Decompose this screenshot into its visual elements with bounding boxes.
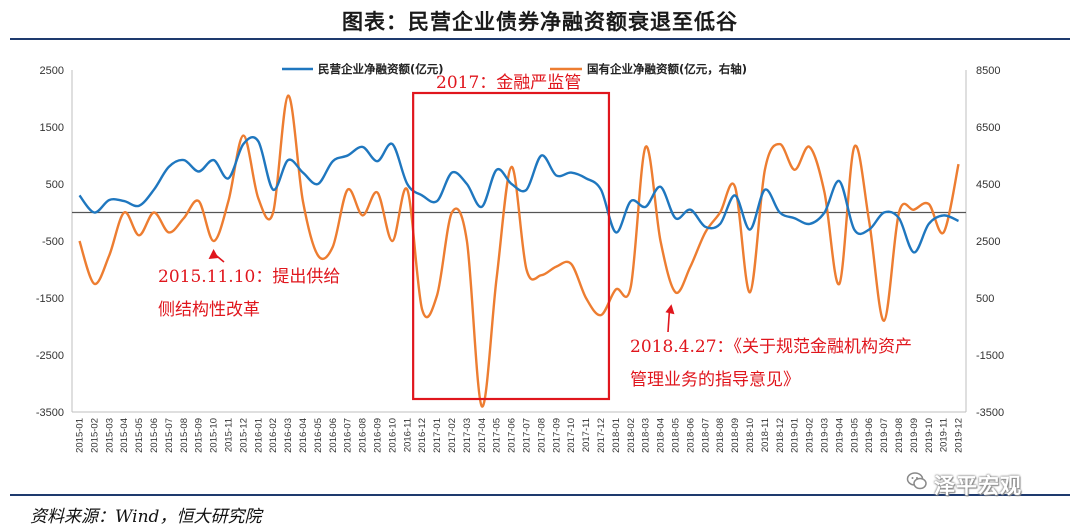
x-tick-label: 2015-05 (134, 418, 145, 453)
x-tick-label: 2015-01 (74, 418, 85, 453)
highlight-box-2017 (412, 91, 611, 401)
x-tick-label: 2017-12 (596, 418, 607, 453)
x-tick-label: 2016-02 (268, 418, 279, 453)
wechat-icon (906, 472, 927, 490)
annotation-2015-line2: 侧结构性改革 (158, 300, 260, 320)
x-tick-label: 2018-09 (730, 418, 741, 453)
x-tick-label: 2016-10 (387, 418, 398, 453)
x-tick-label: 2019-01 (790, 418, 801, 453)
x-tick-label: 2016-09 (372, 418, 383, 453)
watermark: 泽平宏观 (934, 473, 1022, 498)
y-right-tick-label: 500 (976, 293, 994, 305)
x-tick-label: 2019-05 (849, 418, 860, 453)
x-tick-label: 2015-03 (104, 418, 115, 453)
x-tick-label: 2016-12 (417, 418, 428, 453)
x-tick-label: 2019-02 (805, 418, 816, 453)
x-tick-label: 2017-03 (462, 418, 473, 453)
x-tick-label: 2017-06 (507, 418, 518, 453)
x-tick-label: 2017-11 (581, 418, 592, 452)
x-tick-label: 2016-04 (298, 418, 309, 453)
y-right-tick-label: 4500 (976, 179, 1000, 191)
x-tick-label: 2019-07 (879, 418, 890, 453)
x-tick-label: 2017-04 (477, 418, 488, 453)
x-tick-label: 2015-09 (194, 418, 205, 453)
x-tick-label: 2018-11 (760, 418, 771, 452)
x-tick-label: 2019-08 (894, 418, 905, 453)
arrow-head-2018 (665, 304, 675, 315)
series-line-state (78, 94, 960, 408)
chart-title: 图表：民营企业债券净融资额衰退至低谷 (342, 9, 738, 34)
x-tick-label: 2019-04 (834, 418, 845, 453)
x-tick-label: 2015-02 (89, 418, 100, 453)
x-tick-label: 2017-01 (432, 418, 443, 453)
series-line-private (78, 136, 959, 254)
y-left-tick-label: 2500 (40, 65, 64, 77)
annotation-2018-line2: 管理业务的指导意见》 (630, 370, 800, 390)
x-tick-label: 2019-10 (924, 418, 935, 453)
x-tick-label: 2016-11 (402, 418, 413, 452)
x-tick-label: 2018-01 (611, 418, 622, 453)
x-tick-label: 2017-10 (566, 418, 577, 453)
title-rule (10, 38, 1070, 40)
x-tick-label: 2019-11 (939, 418, 950, 452)
x-tick-label: 2016-01 (253, 418, 264, 453)
x-tick-label: 2015-11 (223, 418, 234, 452)
x-tick-label: 2016-07 (343, 418, 354, 453)
x-tick-label: 2018-08 (715, 418, 726, 453)
annotation-2017: 2017：金融严监管 (436, 73, 581, 93)
x-tick-label: 2018-10 (745, 418, 756, 453)
arrow-line-2018 (667, 310, 671, 333)
x-tick-label: 2015-12 (238, 418, 249, 453)
x-tick-label: 2016-05 (313, 418, 324, 453)
x-tick-label: 2018-06 (685, 418, 696, 453)
x-tick-label: 2019-06 (864, 418, 875, 453)
y-right-tick-label: -1500 (976, 350, 1004, 362)
x-tick-label: 2018-03 (641, 418, 652, 453)
x-tick-label: 2016-06 (328, 418, 339, 453)
y-left-tick-label: -2500 (36, 350, 64, 362)
y-right-tick-label: 2500 (976, 236, 1000, 248)
x-tick-label: 2016-08 (358, 418, 369, 453)
x-tick-label: 2017-09 (551, 418, 562, 453)
x-tick-label: 2017-07 (521, 418, 532, 453)
x-tick-label: 2015-10 (209, 418, 220, 453)
y-left-tick-label: -1500 (36, 293, 64, 305)
annotation-2015-line1: 2015.11.10：提出供给 (158, 267, 340, 287)
x-tick-label: 2015-08 (179, 418, 190, 453)
legend-label-state: 国有企业净融资额(亿元，右轴) (587, 62, 747, 76)
x-tick-label: 2018-07 (700, 418, 711, 453)
source-note: 资料来源：Wind，恒大研究院 (30, 507, 262, 527)
y-right-tick-label: 6500 (976, 122, 1000, 134)
x-tick-label: 2018-12 (775, 418, 786, 453)
y-right-tick-label: 8500 (976, 65, 1000, 77)
x-tick-label: 2017-05 (492, 418, 503, 453)
x-tick-label: 2015-04 (119, 418, 130, 453)
footer-rule (10, 494, 1070, 496)
y-left-tick-label: 1500 (40, 122, 64, 134)
y-left-tick-label: -500 (42, 236, 64, 248)
y-right-tick-label: -3500 (976, 407, 1004, 419)
x-tick-label: 2017-08 (536, 418, 547, 453)
x-tick-label: 2019-12 (954, 418, 965, 453)
x-tick-label: 2017-02 (447, 418, 458, 453)
x-tick-label: 2019-03 (819, 418, 830, 453)
x-tick-label: 2018-05 (670, 418, 681, 453)
x-tick-label: 2015-07 (164, 418, 175, 453)
y-left-tick-label: 500 (46, 179, 64, 191)
annotation-2018-line1: 2018.4.27：《关于规范金融机构资产 (630, 337, 912, 357)
x-tick-label: 2018-04 (656, 418, 667, 453)
y-left-tick-label: -3500 (36, 407, 64, 419)
x-tick-label: 2018-02 (626, 418, 637, 453)
arrow-head-2015 (208, 249, 219, 259)
x-tick-label: 2019-09 (909, 418, 920, 453)
x-tick-label: 2015-06 (149, 418, 160, 453)
x-tick-label: 2016-03 (283, 418, 294, 453)
legend-label-private: 民营企业净融资额(亿元) (318, 62, 444, 76)
